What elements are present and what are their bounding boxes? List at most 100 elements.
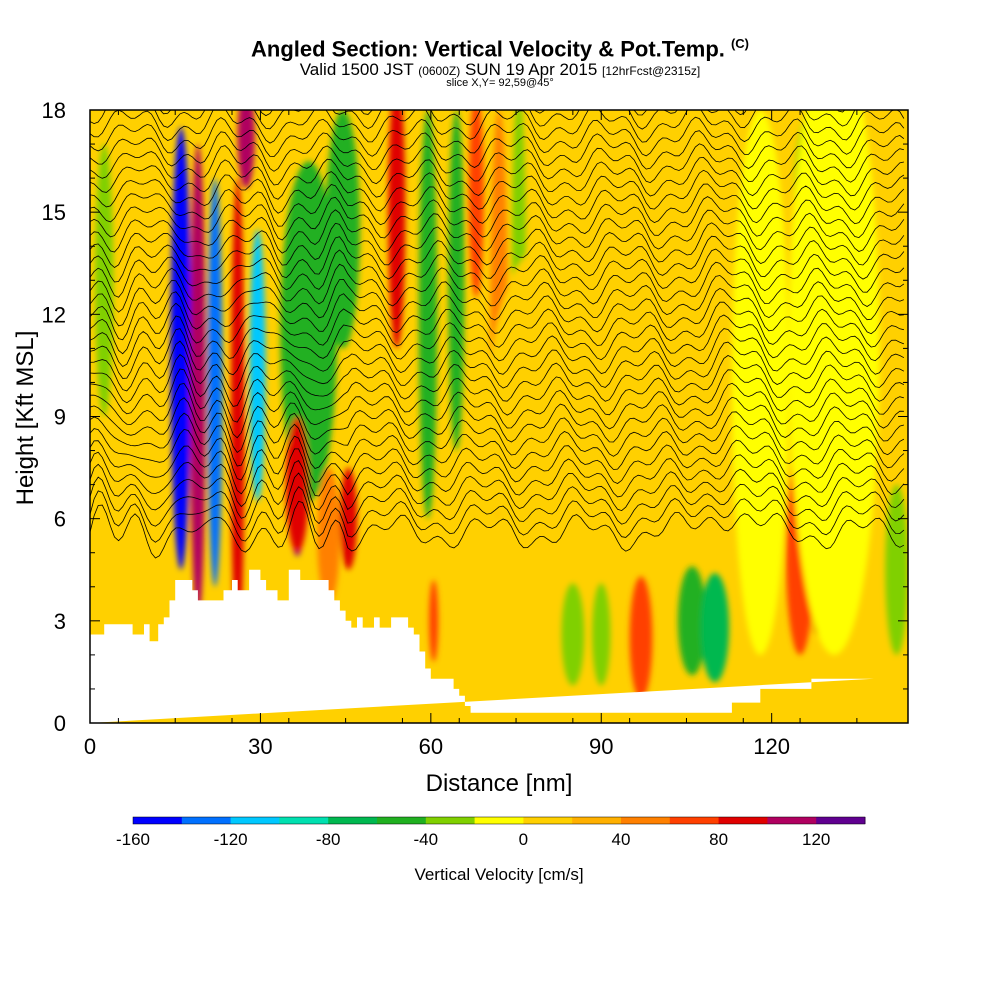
y-axis-title: Height [Kft MSL]	[12, 331, 39, 506]
colorbar-segment	[669, 817, 720, 824]
velocity-cell	[230, 178, 245, 655]
colorbar-label: -80	[316, 830, 341, 849]
subtitle-valid: Valid 1500 JST	[299, 60, 414, 79]
colorbar-segment	[523, 817, 573, 824]
velocity-cell	[388, 110, 406, 349]
velocity-cell	[170, 127, 192, 570]
velocity-cell	[487, 246, 602, 587]
theta-contour	[90, 500, 905, 559]
x-tick-label: 0	[84, 734, 96, 759]
colorbar-label: -120	[214, 830, 248, 849]
theta-contour	[90, 435, 905, 495]
velocity-cell	[237, 110, 255, 189]
velocity-cell	[788, 110, 880, 655]
colorbar-title: Vertical Velocity [cm/s]	[414, 865, 583, 884]
theta-contour	[90, 328, 905, 379]
colorbar-segment	[718, 817, 768, 824]
theta-contour	[90, 340, 905, 392]
theta-contour	[90, 275, 905, 327]
colorbar-label: 0	[519, 830, 528, 849]
velocity-cell	[429, 579, 439, 662]
velocity-cell	[207, 178, 223, 587]
velocity-cell	[418, 110, 438, 519]
velocity-cell	[339, 467, 357, 570]
velocity-cell	[885, 484, 908, 655]
y-tick-label: 6	[54, 507, 66, 532]
colorbar-label: -160	[116, 830, 150, 849]
colorbar-segment	[133, 817, 183, 824]
velocity-cell	[731, 110, 789, 655]
axes: 0 30 60 90 120 0 3 6 9 12 15 18	[42, 98, 908, 759]
x-tick-label: 120	[753, 734, 790, 759]
colorbar-segment	[377, 817, 427, 824]
theta-contour	[90, 222, 905, 269]
colorbar-segment	[572, 817, 622, 824]
theta-contour	[90, 116, 905, 158]
theta-contour	[90, 314, 905, 368]
theta-contour	[90, 209, 905, 254]
theta-contour	[90, 261, 905, 313]
theta-contour	[90, 110, 905, 144]
theta-contour	[90, 472, 905, 530]
terrain-mask	[90, 569, 874, 723]
theta-contour	[90, 235, 905, 283]
theta-contour	[90, 156, 904, 200]
colorbar-label: 80	[709, 830, 728, 849]
theta-contour	[90, 183, 905, 227]
velocity-cell	[468, 110, 484, 298]
theta-contour	[90, 459, 905, 519]
subtitle-date: SUN 19 Apr 2015	[464, 60, 598, 79]
theta-contour	[90, 354, 905, 407]
theta-contour	[90, 423, 905, 481]
theta-contour	[90, 411, 905, 467]
theta-contours	[90, 110, 905, 559]
colorbar-segment	[425, 817, 476, 824]
colorbar-segment	[621, 817, 671, 824]
theta-contour	[90, 486, 905, 543]
velocity-cell	[578, 110, 715, 451]
x-tick-label: 90	[589, 734, 613, 759]
velocity-cell	[561, 583, 585, 686]
y-tick-label: 9	[54, 405, 66, 430]
velocity-cell	[700, 573, 730, 683]
x-tick-label: 60	[419, 734, 443, 759]
colorbar-segment	[279, 817, 329, 824]
y-tick-label: 12	[42, 302, 66, 327]
velocity-cell	[592, 583, 611, 686]
theta-contour	[90, 396, 905, 453]
theta-contour	[90, 382, 904, 439]
colorbar-label: 120	[802, 830, 830, 849]
velocity-cell	[280, 161, 338, 502]
theta-contour	[90, 248, 905, 298]
slice-label: slice X,Y= 92,59@45°	[446, 77, 554, 89]
chart-title-text: Angled Section: Vertical Velocity & Pot.…	[251, 36, 725, 62]
chart-title: Angled Section: Vertical Velocity & Pot.…	[0, 36, 1000, 62]
x-axis-title: Distance [nm]	[426, 770, 573, 797]
y-tick-label: 0	[54, 711, 66, 736]
y-tick-label: 18	[42, 98, 66, 123]
velocity-cell	[448, 110, 465, 451]
theta-contour	[90, 143, 905, 186]
velocity-cell	[95, 144, 114, 417]
theta-contour	[90, 287, 904, 341]
colorbar-label: 40	[612, 830, 631, 849]
velocity-cell	[249, 229, 266, 502]
subtitle-utc: (0600Z)	[418, 64, 461, 78]
velocity-cell	[629, 576, 653, 700]
theta-contour	[90, 301, 904, 355]
velocity-cell	[677, 566, 707, 676]
colorbar-segment	[474, 817, 524, 824]
colorbar-segment	[816, 817, 866, 824]
colorbar-segment	[328, 817, 378, 824]
colorbar-segment	[230, 817, 280, 824]
colorbar-frame	[132, 816, 866, 825]
colorbar-segment	[767, 817, 817, 824]
chart-subtitle: Valid 1500 JST (0600Z) SUN 19 Apr 2015 […	[0, 60, 1000, 80]
plot-area	[90, 110, 908, 723]
y-tick-label: 3	[54, 609, 66, 634]
theta-contour	[90, 196, 905, 241]
theta-contour	[90, 448, 905, 508]
subtitle-forecast: [12hrFcst@2315z]	[602, 64, 701, 78]
colorbar-label: -40	[414, 830, 439, 849]
